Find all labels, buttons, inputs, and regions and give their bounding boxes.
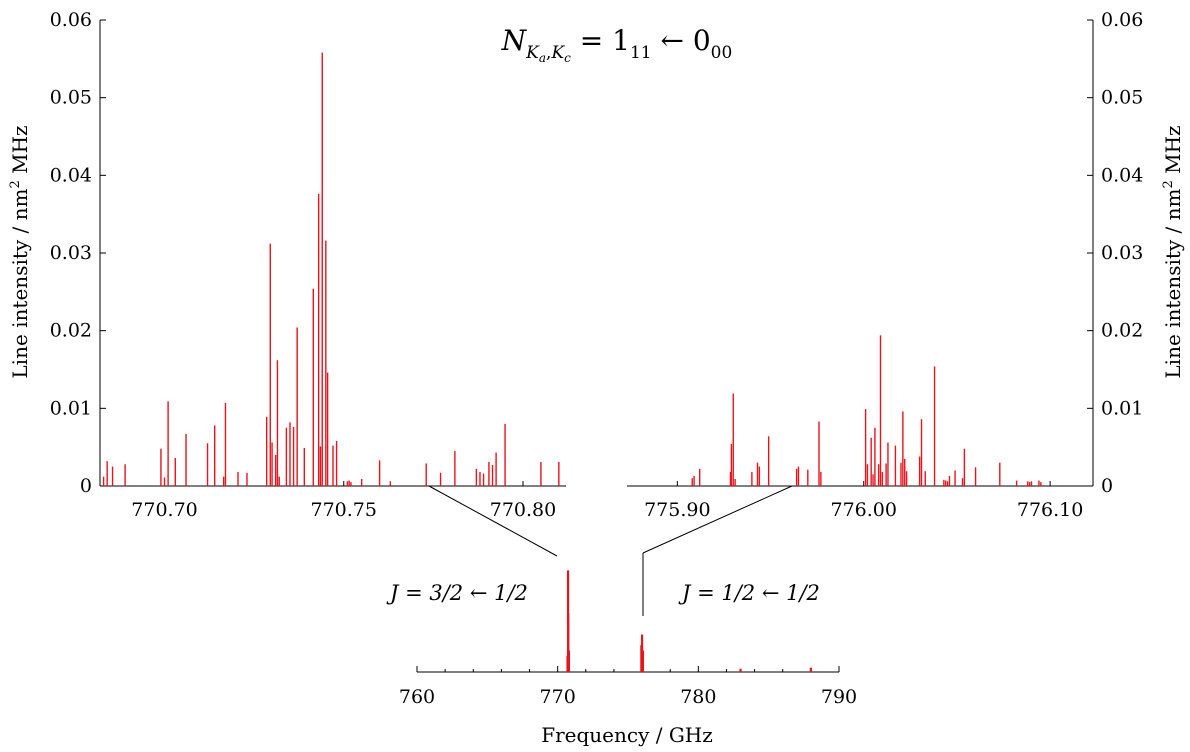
- right-panel-ytick-label: 0.04: [1101, 164, 1143, 186]
- x-axis-label: Frequency / GHz: [541, 723, 713, 747]
- left-panel-xtick-label: 770.70: [131, 499, 197, 521]
- left-panel-ytick-label: 0.03: [50, 242, 92, 264]
- overview-tick-label: 790: [821, 686, 857, 708]
- y-axis-label-left: Line intensity / nm2 MHz: [8, 125, 32, 378]
- chart-title: NKa,Kc = 111 ← 000: [501, 24, 733, 65]
- right-panel-ytick-label: 0.01: [1101, 397, 1143, 419]
- right-panel-ytick-label: 0.02: [1101, 320, 1143, 342]
- zoom-connector-right: [642, 485, 793, 554]
- right-panel-ytick-label: 0.06: [1101, 9, 1143, 31]
- left-panel-ytick-label: 0.04: [50, 164, 92, 186]
- transition-label-right: J = 1/2 ← 1/2: [678, 581, 820, 605]
- right-panel-ytick-label: 0: [1101, 475, 1113, 497]
- left-panel-ytick-label: 0: [80, 475, 92, 497]
- overview-tick-label: 770: [540, 686, 576, 708]
- right-panel-xtick-label: 776.00: [830, 499, 896, 521]
- transition-label-left: J = 3/2 ← 1/2: [386, 581, 528, 605]
- zoom-connector-left: [428, 485, 558, 557]
- right-panel-ytick-label: 0.05: [1101, 87, 1143, 109]
- right-panel-xtick-label: 776.10: [1017, 499, 1083, 521]
- right-panel-ytick-label: 0.03: [1101, 242, 1143, 264]
- overview-tick-label: 780: [680, 686, 716, 708]
- left-panel-ytick-label: 0.02: [50, 320, 92, 342]
- overview-tick-label: 760: [399, 686, 435, 708]
- left-panel-ytick-label: 0.06: [50, 9, 92, 31]
- left-panel-xtick-label: 770.75: [311, 499, 377, 521]
- right-panel-xtick-label: 775.90: [644, 499, 710, 521]
- left-panel: 0 0.01 0.02 0.03 0.04 0.05 0.06 770.70 770.75 770…: [50, 9, 566, 521]
- left-panel-ytick-label: 0.05: [50, 87, 92, 109]
- overview-panel: 760 770 780 790: [399, 570, 857, 708]
- left-panel-xtick-label: 770.80: [490, 499, 556, 521]
- y-axis-label-right: Line intensity / nm2 MHz: [1161, 125, 1185, 378]
- right-panel: 0 0.01 0.02 0.03 0.04 0.05 0.06 775.90 776.00 776…: [627, 9, 1143, 521]
- left-panel-ytick-label: 0.01: [50, 397, 92, 419]
